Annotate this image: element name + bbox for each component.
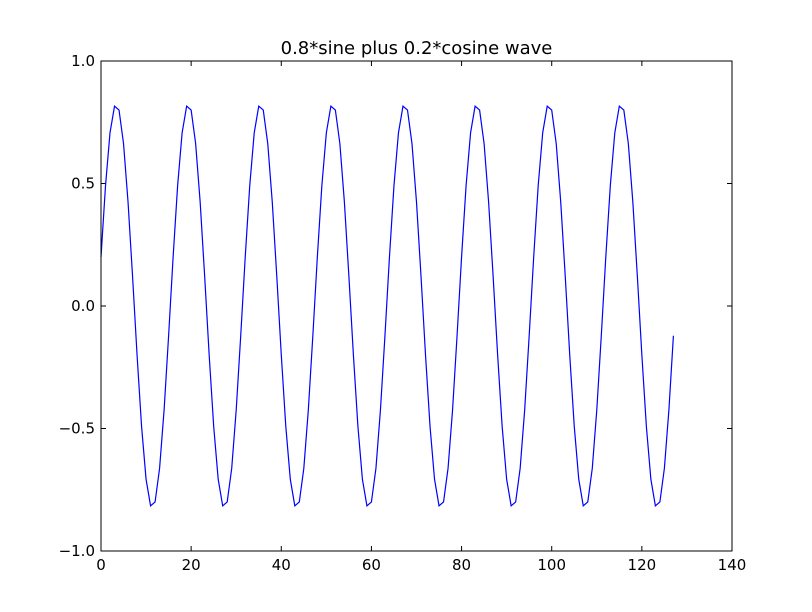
x-tick-label: 20 [182, 556, 201, 574]
y-tick-label: −0.5 [59, 420, 95, 438]
chart-title: 0.8*sine plus 0.2*cosine wave [281, 38, 553, 59]
x-tick-label: 40 [272, 556, 291, 574]
series-line [100, 105, 675, 507]
x-tick-label: 0 [96, 556, 106, 574]
x-axis-ticks: 0 20 40 60 80 100 120 140 [96, 61, 746, 574]
x-tick-label: 140 [718, 556, 747, 574]
x-tick-label: 100 [537, 556, 566, 574]
x-tick-label: 60 [362, 556, 381, 574]
y-tick-label: 0.0 [71, 297, 95, 315]
plot-area [101, 61, 732, 551]
x-tick-label: 120 [628, 556, 657, 574]
y-tick-label: 1.0 [71, 52, 95, 70]
plot-frame [100, 60, 733, 552]
y-tick-label: 0.5 [71, 175, 95, 193]
y-tick-label: −1.0 [59, 542, 95, 560]
x-tick-label: 80 [452, 556, 471, 574]
y-axis-ticks: −1.0 −0.5 0.0 0.5 1.0 [59, 52, 732, 560]
